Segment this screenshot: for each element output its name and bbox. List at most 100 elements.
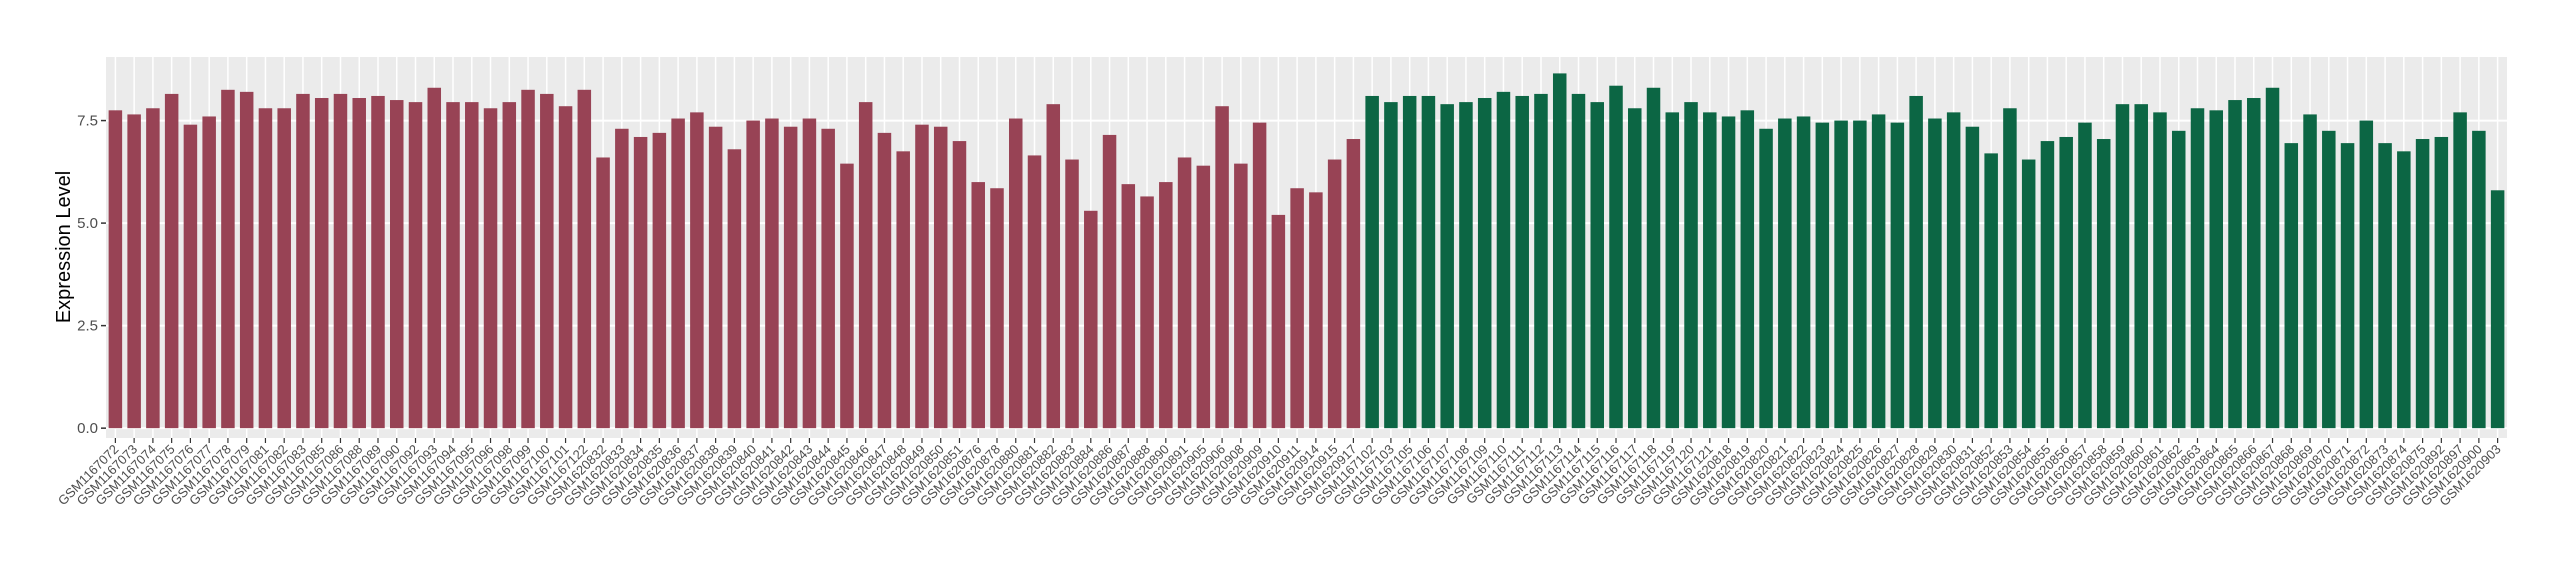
bar [1646, 87, 1661, 429]
bar [1965, 126, 1980, 429]
bar [1890, 122, 1905, 429]
bar [1327, 159, 1342, 429]
bar [1778, 118, 1792, 429]
bar [2115, 104, 2130, 429]
bar [1234, 163, 1248, 429]
bar [408, 102, 423, 429]
bar [127, 114, 141, 429]
bar [1796, 116, 1811, 429]
y-tick-label: 5.0 [77, 215, 98, 232]
bar [877, 132, 892, 429]
bar [502, 102, 517, 429]
bar [465, 102, 479, 429]
bar [2059, 136, 2073, 429]
bar [1928, 118, 1942, 429]
bar [371, 95, 385, 429]
bar [896, 151, 910, 429]
bar [2415, 139, 2430, 429]
bar [1121, 184, 1136, 429]
bar [483, 108, 498, 429]
bar [727, 149, 742, 429]
bar [1140, 196, 1154, 429]
bar [1721, 116, 1736, 429]
bar [1459, 102, 1473, 429]
bar [615, 128, 629, 429]
bar [202, 116, 216, 429]
bar [146, 108, 160, 429]
bar [765, 118, 779, 429]
bar [1871, 114, 1886, 429]
bar [1196, 165, 1211, 429]
bar [1571, 93, 1586, 429]
bar [2472, 130, 2486, 429]
bar [277, 108, 291, 429]
bar [2003, 108, 2017, 429]
bar [2397, 151, 2411, 429]
bar [2265, 87, 2280, 429]
bar [2303, 114, 2317, 429]
bar [1834, 120, 1848, 429]
bar [2434, 136, 2449, 429]
bar [708, 126, 723, 429]
bar [1590, 102, 1604, 429]
bar [1946, 112, 1961, 429]
bar [1534, 93, 1548, 429]
bar [352, 98, 366, 429]
bar [952, 141, 967, 429]
bar [971, 182, 985, 429]
bar [2134, 104, 2148, 429]
bar [1215, 106, 1229, 429]
bar [2096, 139, 2111, 429]
bar [2153, 112, 2167, 429]
bar [258, 108, 273, 429]
bar [1552, 73, 1567, 429]
bar [164, 93, 179, 429]
bar [2490, 190, 2505, 429]
bar [1084, 210, 1098, 429]
bar [221, 89, 235, 429]
bar [1365, 95, 1379, 429]
bar [1853, 120, 1867, 429]
bar [1402, 95, 1417, 429]
bar [314, 98, 329, 429]
bar [2340, 143, 2355, 429]
bar [577, 89, 592, 429]
bar [1703, 112, 1717, 429]
bar [1027, 155, 1042, 429]
bar [840, 163, 854, 429]
bar [1065, 159, 1079, 429]
bar [2322, 130, 2336, 429]
bar [746, 120, 760, 429]
bar [1684, 102, 1698, 429]
bar [558, 106, 573, 429]
bar [596, 157, 610, 429]
bar [821, 128, 835, 429]
bar [1384, 102, 1398, 429]
bar [1609, 85, 1623, 429]
bar [1665, 112, 1680, 429]
bar [1271, 214, 1286, 429]
bar [2247, 98, 2261, 429]
bar [633, 136, 648, 429]
bar [446, 102, 460, 429]
bar [1477, 98, 1492, 429]
bar [2209, 110, 2224, 429]
bar [540, 93, 554, 429]
y-tick-label: 2.5 [77, 318, 98, 335]
bar [1177, 157, 1192, 429]
bar [183, 124, 198, 429]
bar [1421, 95, 1436, 429]
bar [521, 89, 535, 429]
bar [1102, 134, 1117, 429]
bar [1740, 110, 1755, 429]
bar [1496, 91, 1511, 429]
bar [2171, 130, 2186, 429]
bar [2228, 100, 2242, 429]
bar [1909, 95, 1923, 429]
bar [2021, 159, 2036, 429]
bar [915, 124, 929, 429]
bar [333, 93, 348, 429]
bar [1046, 104, 1061, 429]
bar [671, 118, 685, 429]
